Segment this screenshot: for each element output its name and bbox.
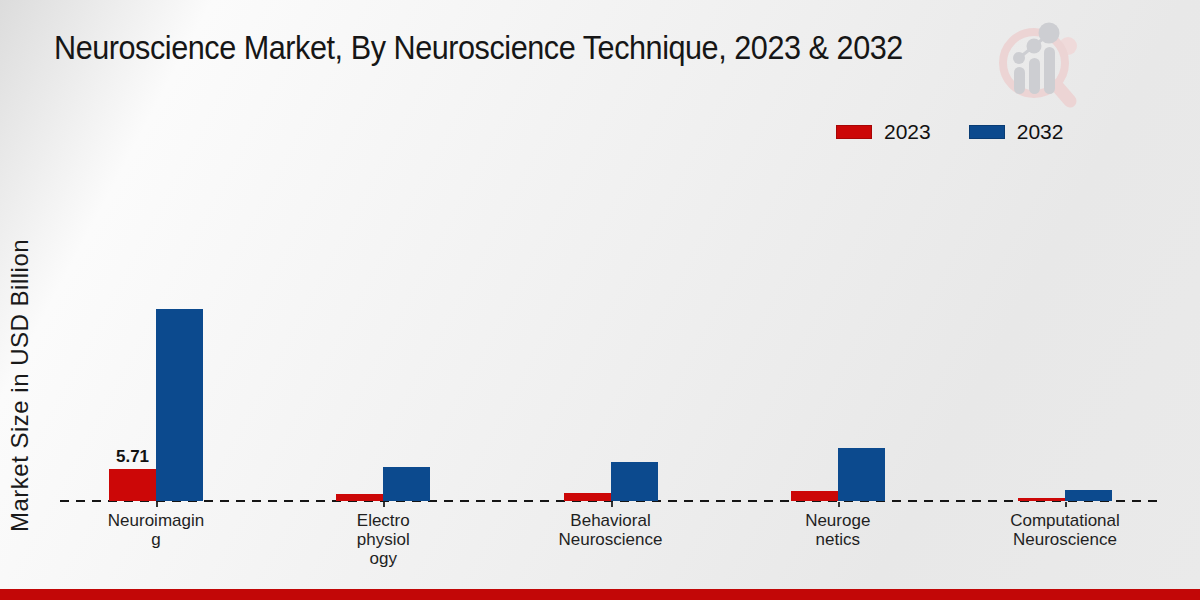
category-label-neuroimaging: Neuroimagin g [108, 511, 204, 549]
bar-2032-computational-neuroscience [1065, 490, 1112, 501]
bar-2023-behavioral-neuroscience [564, 493, 611, 501]
bar-2032-neurogenetics [838, 448, 885, 501]
bar-2023-neuroimaging [109, 469, 156, 501]
category-label-behavioral-neuroscience: Behavioral Neuroscience [559, 511, 663, 549]
bar-2032-electrophysiology [383, 467, 430, 501]
x-axis-tick [1065, 502, 1067, 507]
bar-2023-neurogenetics [791, 491, 838, 501]
x-axis-tick [611, 502, 613, 507]
bar-2023-electrophysiology [336, 494, 383, 501]
bar-2032-behavioral-neuroscience [611, 462, 658, 501]
category-label-computational-neuroscience: Computational Neuroscience [1010, 511, 1120, 549]
plot-area: 5.71 Neuroimagin g Electro physiol ogy Beha… [0, 0, 1200, 600]
bar-value-label: 5.71 [116, 447, 149, 467]
category-label-neurogenetics: Neuroge netics [805, 511, 870, 549]
bar-2032-neuroimaging [156, 309, 203, 501]
chart-canvas: Neuroscience Market, By Neuroscience Tec… [0, 0, 1200, 600]
bar-2023-computational-neuroscience [1018, 498, 1065, 501]
category-label-electrophysiology: Electro physiol ogy [357, 511, 410, 568]
footer-accent-bar [0, 589, 1200, 600]
x-axis-tick [838, 502, 840, 507]
x-axis-tick [383, 502, 385, 507]
x-axis-tick [156, 502, 158, 507]
